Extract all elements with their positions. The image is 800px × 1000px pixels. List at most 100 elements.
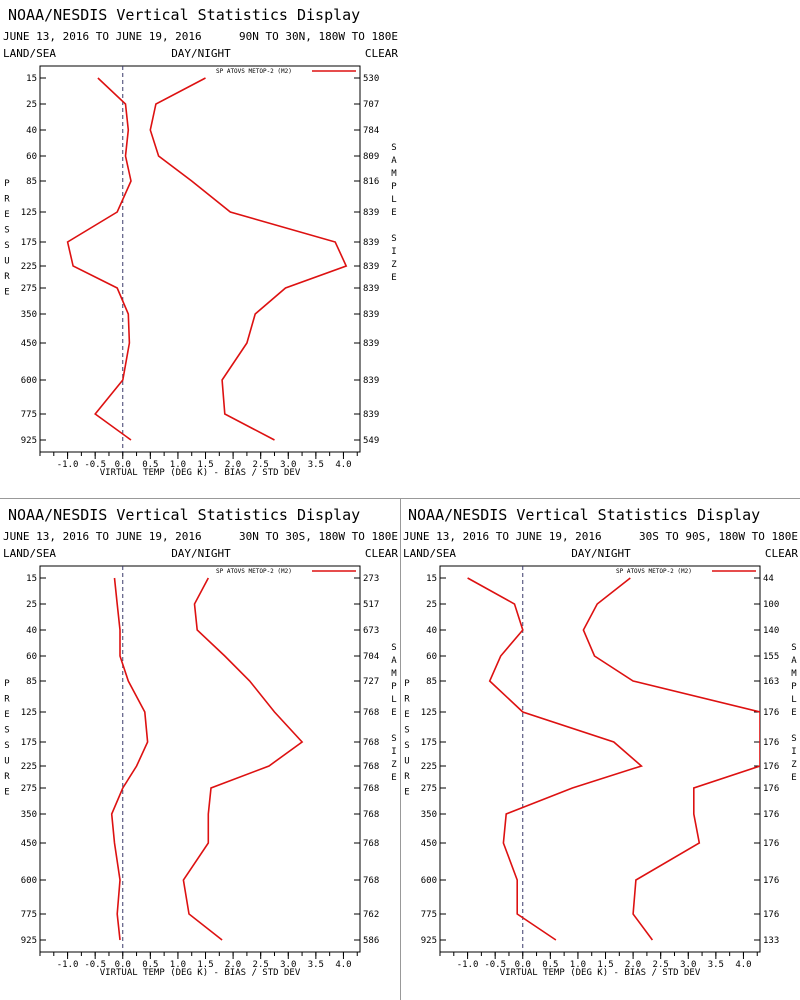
- pressure-axis-letter: E: [4, 288, 9, 298]
- chart-title: NOAA/NESDIS Vertical Statistics Display: [8, 506, 360, 524]
- pressure-axis-letter: E: [4, 788, 9, 798]
- x-tick-label: -0.5: [84, 460, 106, 470]
- sample-size-label: 816: [363, 177, 379, 187]
- sample-size-label: 839: [363, 376, 379, 386]
- sample-size-axis-letter: L: [391, 695, 396, 705]
- x-tick-label: 0.0: [115, 460, 131, 470]
- x-tick-label: -0.5: [484, 960, 506, 970]
- sample-size-axis-letter: E: [791, 773, 796, 783]
- sample-size-label: 784: [363, 126, 379, 136]
- clear-label: CLEAR: [765, 547, 798, 560]
- land-sea-label: LAND/SEA: [403, 547, 456, 560]
- pressure-tick-label: 175: [421, 738, 437, 748]
- x-tick-label: -0.5: [84, 960, 106, 970]
- pressure-axis-letter: R: [404, 772, 410, 782]
- pressure-tick-label: 15: [426, 574, 437, 584]
- day-night-label: DAY/NIGHT: [171, 47, 231, 60]
- x-tick-label: 3.0: [680, 960, 696, 970]
- sample-size-label: 839: [363, 339, 379, 349]
- x-axis-label: VIRTUAL TEMP (DEG K) - BIAS / STD DEV: [100, 968, 301, 978]
- pressure-tick-label: 925: [421, 936, 437, 946]
- pressure-tick-label: 775: [21, 910, 37, 920]
- sample-size-axis-letter: Z: [791, 760, 797, 770]
- sample-size-label: 839: [363, 262, 379, 272]
- x-tick-label: -1.0: [57, 960, 79, 970]
- date-range: JUNE 13, 2016 TO JUNE 19, 2016: [3, 30, 202, 43]
- pressure-tick-label: 15: [26, 574, 37, 584]
- pressure-tick-label: 85: [26, 177, 37, 187]
- sample-size-label: 768: [363, 708, 379, 718]
- pressure-axis-letter: E: [4, 210, 9, 220]
- x-tick-label: 2.0: [225, 960, 241, 970]
- sample-size-label: 176: [763, 738, 779, 748]
- x-tick-label: 4.0: [335, 460, 351, 470]
- sample-size-label: 839: [363, 284, 379, 294]
- region: 30N TO 30S, 180W TO 180E: [239, 530, 398, 543]
- x-tick-label: 3.5: [308, 960, 324, 970]
- sample-size-axis-letter: A: [391, 156, 397, 166]
- pressure-axis-letter: S: [404, 726, 409, 736]
- sample-size-label: 44: [763, 574, 774, 584]
- sample-size-axis-letter: E: [391, 273, 396, 283]
- pressure-tick-label: 40: [426, 626, 437, 636]
- land-sea-label: LAND/SEA: [3, 47, 56, 60]
- pressure-tick-label: 15: [26, 74, 37, 84]
- sample-size-axis-letter: A: [791, 656, 797, 666]
- pressure-axis-letter: S: [4, 726, 9, 736]
- sample-size-label: 100: [763, 600, 779, 610]
- pressure-tick-label: 225: [21, 262, 37, 272]
- pressure-axis-letter: P: [404, 679, 410, 689]
- sample-size-axis-letter: S: [391, 143, 396, 153]
- x-tick-label: 3.0: [280, 960, 296, 970]
- sample-size-axis-letter: I: [391, 247, 396, 257]
- sample-size-label: 273: [363, 574, 379, 584]
- pressure-axis-letter: E: [404, 788, 409, 798]
- date-range: JUNE 13, 2016 TO JUNE 19, 2016: [403, 530, 602, 543]
- clear-label: CLEAR: [365, 547, 398, 560]
- sample-size-label: 768: [363, 784, 379, 794]
- pressure-axis-letter: S: [404, 741, 409, 751]
- sample-size-axis-letter: P: [391, 182, 397, 192]
- series-line-std-dev: [582, 577, 760, 941]
- plot-frame: [39, 65, 361, 453]
- legend-label: SP ATOVS METOP-2 (M2): [216, 568, 292, 575]
- sample-size-axis-letter: E: [391, 773, 396, 783]
- pressure-tick-label: 275: [21, 784, 37, 794]
- sample-size-axis-letter: P: [791, 682, 797, 692]
- pressure-tick-label: 775: [21, 410, 37, 420]
- chart-title: NOAA/NESDIS Vertical Statistics Display: [408, 506, 760, 524]
- x-tick-label: 3.0: [280, 460, 296, 470]
- land-sea-label: LAND/SEA: [3, 547, 56, 560]
- clear-label: CLEAR: [365, 47, 398, 60]
- x-tick-label: 2.0: [225, 460, 241, 470]
- pressure-axis-letter: R: [404, 695, 410, 705]
- sample-size-label: 176: [763, 762, 779, 772]
- sample-size-label: 163: [763, 677, 779, 687]
- x-axis-label: VIRTUAL TEMP (DEG K) - BIAS / STD DEV: [100, 468, 301, 478]
- pressure-axis-letter: P: [4, 679, 10, 689]
- pressure-tick-label: 85: [426, 677, 437, 687]
- pressure-axis-letter: S: [4, 226, 9, 236]
- pressure-axis-letter: R: [4, 272, 10, 282]
- sample-size-axis-letter: M: [791, 669, 797, 679]
- sample-size-axis-letter: Z: [391, 760, 397, 770]
- pressure-tick-label: 775: [421, 910, 437, 920]
- day-night-label: DAY/NIGHT: [171, 547, 231, 560]
- pressure-tick-label: 25: [426, 600, 437, 610]
- sample-size-label: 530: [363, 74, 379, 84]
- pressure-tick-label: 60: [26, 652, 37, 662]
- region: 90N TO 30N, 180W TO 180E: [239, 30, 398, 43]
- sample-size-label: 839: [363, 238, 379, 248]
- pressure-tick-label: 175: [21, 238, 37, 248]
- pressure-tick-label: 350: [21, 810, 37, 820]
- sample-size-label: 839: [363, 310, 379, 320]
- legend-label: SP ATOVS METOP-2 (M2): [216, 68, 292, 75]
- pressure-tick-label: 40: [26, 126, 37, 136]
- sample-size-label: 727: [363, 677, 379, 687]
- sample-size-axis-letter: A: [391, 656, 397, 666]
- pressure-axis-letter: P: [4, 179, 10, 189]
- sample-size-label: 768: [363, 876, 379, 886]
- chart-title: NOAA/NESDIS Vertical Statistics Display: [8, 6, 360, 24]
- sample-size-label: 704: [363, 652, 379, 662]
- sample-size-label: 809: [363, 152, 379, 162]
